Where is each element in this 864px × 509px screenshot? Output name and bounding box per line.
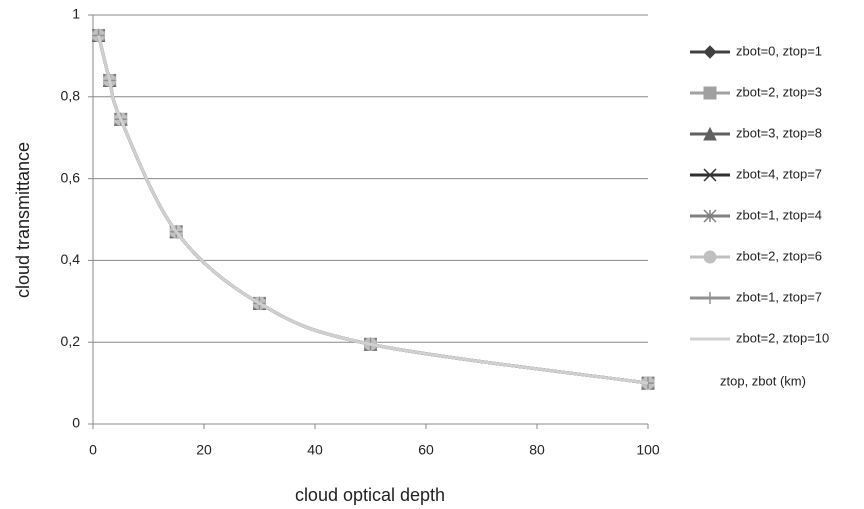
marker xyxy=(703,126,717,141)
legend-text: zbot=4, ztop=7 xyxy=(736,166,822,181)
y-tick-label: 0,6 xyxy=(61,169,81,185)
y-tick-label: 1 xyxy=(72,6,80,22)
legend-text: zbot=1, ztop=4 xyxy=(736,207,822,222)
x-tick-label: 100 xyxy=(636,442,660,458)
marker xyxy=(704,292,716,304)
series-line xyxy=(97,35,649,385)
marker xyxy=(703,250,717,264)
x-tick-label: 0 xyxy=(89,442,97,458)
y-tick-label: 0 xyxy=(72,415,80,431)
x-tick-label: 20 xyxy=(196,442,212,458)
legend-text: zbot=2, ztop=6 xyxy=(736,248,822,263)
legend-text: zbot=2, ztop=10 xyxy=(736,330,829,345)
y-tick-label: 0,2 xyxy=(61,333,81,349)
series-line xyxy=(97,35,649,385)
legend-note: ztop, zbot (km) xyxy=(720,373,806,388)
series-line xyxy=(97,35,649,385)
marker xyxy=(703,168,717,182)
y-tick-label: 0,4 xyxy=(61,251,81,267)
y-tick-label: 0,8 xyxy=(61,88,81,104)
x-tick-label: 60 xyxy=(418,442,434,458)
series-line xyxy=(97,35,649,385)
legend-text: zbot=0, ztop=1 xyxy=(736,43,822,58)
marker xyxy=(703,86,717,100)
legend-text: zbot=1, ztop=7 xyxy=(736,289,822,304)
x-axis-title: cloud optical depth xyxy=(295,485,445,505)
marker xyxy=(703,45,717,59)
marker xyxy=(703,209,717,223)
x-tick-label: 40 xyxy=(307,442,323,458)
legend-text: zbot=3, ztop=8 xyxy=(736,125,822,140)
x-tick-label: 80 xyxy=(529,442,545,458)
y-axis-title: cloud transmittance xyxy=(13,142,33,298)
series-line xyxy=(97,35,649,385)
series-line xyxy=(97,35,649,385)
legend-text: zbot=2, ztop=3 xyxy=(736,84,822,99)
series-line xyxy=(97,35,649,385)
series-line xyxy=(97,35,649,385)
